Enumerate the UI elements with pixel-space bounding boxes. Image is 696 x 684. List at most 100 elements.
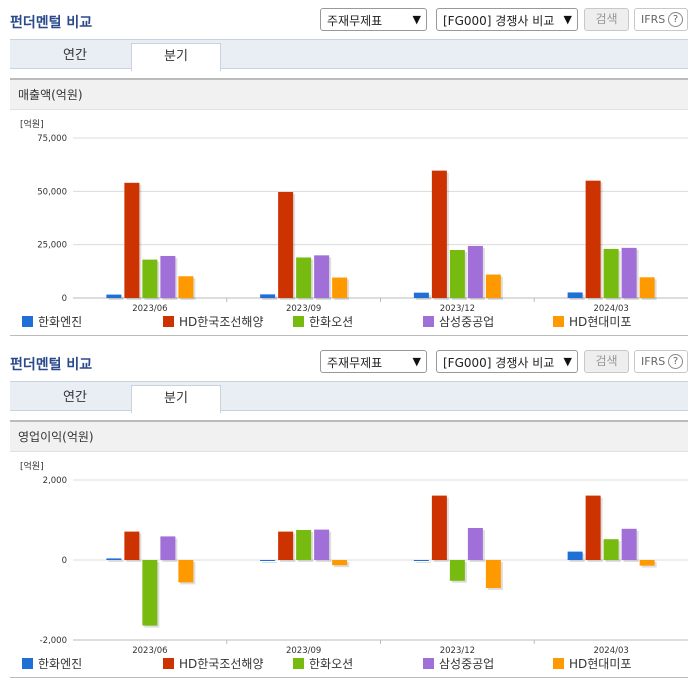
peer-select-value: [FG000] 경쟁사 비교 [443,356,555,370]
help-icon[interactable]: ? [668,354,683,369]
bar [639,277,655,298]
chevron-down-icon: ▼ [412,13,421,26]
bar [485,560,501,588]
legend-item[interactable]: HD한국조선해양 [163,655,264,672]
bar [467,245,483,298]
tab-annual[interactable]: 연간 [63,390,87,405]
x-tick-label: 2023/12 [440,304,475,314]
bar [278,191,294,298]
period-tabs: 연간 분기 [10,39,688,71]
unit-label: [억원] [20,118,44,130]
legend-swatch [553,658,564,669]
bar [314,255,330,298]
legend-swatch [163,658,174,669]
legend-label: 삼성중공업 [439,657,495,671]
tab-quarterly[interactable]: 분기 [131,43,221,71]
chevron-down-icon: ▼ [563,355,572,368]
bar [106,294,122,298]
bar [467,528,483,560]
legend-label: HD현대미포 [569,657,632,671]
operating-income-chart: [억원] 2,000 0 -2,000 2023/06 2023/09 2023/12 202… [20,460,688,656]
peer-select[interactable]: [FG000] 경쟁사 비교 ▼ [436,350,578,373]
legend-item[interactable]: 한화오션 [293,313,353,330]
chart-legend: 한화엔진 HD한국조선해양 한화오션 삼성중공업 HD현대미포 [22,313,682,329]
legend-label: 삼성중공업 [439,315,495,329]
bar [124,531,140,560]
legend-item[interactable]: HD현대미포 [553,313,631,330]
y-tick-label: 0 [62,294,67,304]
y-tick-label: 75,000 [37,134,67,144]
x-tick-label: 2023/09 [286,304,321,314]
ifrs-badge[interactable]: IFRS ? [634,350,688,373]
legend-item[interactable]: 한화엔진 [22,313,82,330]
bar [178,276,194,298]
search-button[interactable]: 검색 [584,8,629,31]
legend-item[interactable]: 한화엔진 [22,655,82,672]
revenue-chart: [억원] 75,000 50,000 25,000 0 2023/06 2023/09 202… [20,118,688,314]
legend-label: 한화엔진 [38,315,83,329]
legend-swatch [163,316,174,327]
chart-title: 매출액(억원) [10,80,688,110]
search-button[interactable]: 검색 [584,350,629,373]
bar [603,539,619,560]
ifrs-badge[interactable]: IFRS ? [634,8,688,31]
peer-select[interactable]: [FG000] 경쟁사 비교 ▼ [436,8,578,31]
statement-select-value: 주재무제표 [327,14,383,28]
page-title: 펀더멘털 비교 [10,357,93,373]
page-title: 펀더멘털 비교 [10,15,93,31]
bar [567,292,583,298]
bar [585,495,601,560]
bar [296,257,312,298]
legend-item[interactable]: 한화오션 [293,655,353,672]
bar [314,529,330,560]
revenue-chart-box: 매출액(억원) [억원] 75,000 50,000 25,000 0 2023/06 20… [10,78,688,336]
legend-item[interactable]: HD한국조선해양 [163,313,264,330]
fundamental-section-revenue: 펀더멘털 비교 주재무제표 ▼ [FG000] 경쟁사 비교 ▼ 검색 IFRS… [10,8,688,336]
bar-shadow [262,296,278,300]
legend-swatch [293,316,304,327]
help-icon[interactable]: ? [668,12,683,27]
legend-swatch [423,316,434,327]
bar [449,250,465,298]
bar-shadow [415,562,431,563]
bar [332,277,348,298]
bar [413,292,429,298]
bar [449,560,465,581]
fundamental-section-operating-income: 펀더멘털 비교 주재무제표 ▼ [FG000] 경쟁사 비교 ▼ 검색 IFRS… [0,342,696,684]
chevron-down-icon: ▼ [563,13,572,26]
statement-select[interactable]: 주재무제표 ▼ [320,8,427,31]
bar [178,560,194,583]
bar [413,560,429,561]
legend-label: 한화오션 [309,657,354,671]
bar [160,536,176,560]
chart-legend: 한화엔진 HD한국조선해양 한화오션 삼성중공업 HD현대미포 [22,655,682,671]
legend-label: 한화오션 [309,315,354,329]
x-tick-label: 2023/09 [286,646,321,656]
x-tick-label: 2023/06 [132,304,167,314]
legend-item[interactable]: HD현대미포 [553,655,631,672]
bar [260,294,276,298]
chevron-down-icon: ▼ [412,355,421,368]
legend-label: HD한국조선해양 [179,315,264,329]
tab-annual[interactable]: 연간 [63,48,87,63]
bar [431,170,447,298]
legend-item[interactable]: 삼성중공업 [423,313,494,330]
bar [603,248,619,298]
bar [332,560,348,566]
bar-shadow [108,296,124,300]
statement-select-value: 주재무제표 [327,356,383,370]
x-tick-label: 2023/12 [440,646,475,656]
bar [106,558,122,560]
x-tick-label: 2024/03 [593,646,628,656]
bar [431,495,447,560]
legend-label: HD현대미포 [569,315,632,329]
ifrs-label: IFRS [641,13,666,26]
bar [621,247,637,298]
legend-item[interactable]: 삼성중공업 [423,655,494,672]
statement-select[interactable]: 주재무제표 ▼ [320,350,427,373]
legend-swatch [293,658,304,669]
bar [278,531,294,560]
tab-quarterly[interactable]: 분기 [131,385,221,413]
bar [639,560,655,566]
bar-shadow [108,560,124,562]
